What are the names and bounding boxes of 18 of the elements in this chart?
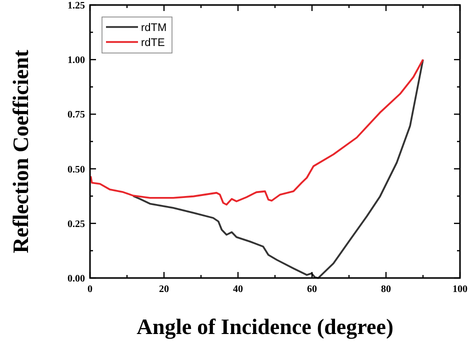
x-axis-title: Angle of Incidence (degree): [136, 314, 394, 339]
y-tick-label: 1.00: [68, 55, 85, 66]
x-tick-label: 40: [233, 284, 243, 295]
text: 0.00: [68, 274, 85, 284]
x-tick-label: 0: [88, 284, 92, 295]
legend-label: rdTM: [141, 22, 167, 34]
y-tick-label: 0.75: [68, 110, 85, 121]
x-tick-label: 20: [159, 284, 169, 295]
y-tick-label: 1.25: [68, 0, 85, 12]
legend-label: rdTE: [141, 37, 165, 49]
line-series: [132, 58, 424, 279]
y-tick-label: 0.25: [68, 218, 85, 230]
x-tick-label: 80: [381, 284, 391, 295]
x-tick-label: 60: [307, 284, 317, 295]
y-axis-title: Reflection Coefficient: [8, 49, 33, 254]
x-tick-label: 100: [452, 284, 468, 295]
line-series: [90, 58, 424, 206]
y-tick-label: 0.50: [68, 164, 85, 176]
